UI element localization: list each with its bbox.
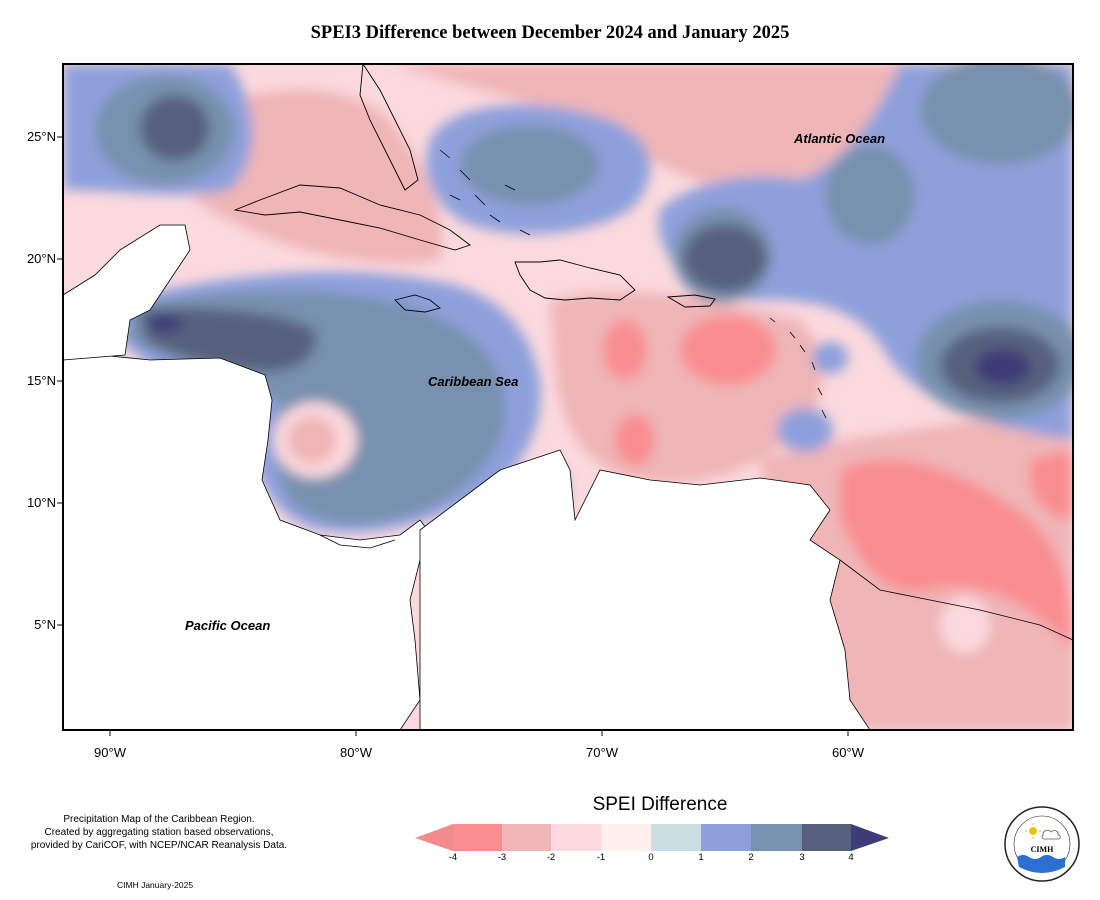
legend-swatch-pos3 bbox=[802, 824, 851, 851]
legend-tick: 2 bbox=[748, 852, 754, 863]
legend-swatch-zero-neg bbox=[601, 824, 651, 851]
source-note-line: provided by CariCOF, with NCEP/NCAR Rean… bbox=[30, 839, 288, 851]
lat-label-25n: 25°N bbox=[26, 129, 56, 144]
neg3-guianas-field bbox=[840, 459, 1073, 650]
panama-tail bbox=[319, 534, 396, 549]
logo-text: CIMH bbox=[1031, 845, 1054, 854]
legend-swatch-neg1 bbox=[551, 824, 601, 851]
pos-atlantic-max4 bbox=[975, 349, 1031, 385]
neg2-nicaragua-blob bbox=[287, 416, 337, 464]
lon-label-70w: 70°W bbox=[586, 745, 618, 760]
legend-tick: -4 bbox=[448, 852, 458, 863]
lat-label-20n: 20°N bbox=[26, 251, 56, 266]
wave-icon bbox=[1017, 855, 1065, 873]
caribbean-sea-label: Caribbean Sea bbox=[428, 374, 519, 389]
legend-tick: -1 bbox=[596, 852, 606, 863]
neg1-guiana-island bbox=[940, 597, 990, 653]
lon-label-60w: 60°W bbox=[832, 745, 864, 760]
map-frame bbox=[62, 63, 1074, 731]
legend-tick: -3 bbox=[497, 852, 507, 863]
legend-swatch-neg3 bbox=[453, 824, 502, 851]
legend-tick: 3 bbox=[799, 852, 805, 863]
pos-caribbean-max bbox=[147, 314, 183, 332]
pos-bahamas-core bbox=[460, 125, 600, 205]
legend-title: SPEI Difference bbox=[592, 794, 728, 815]
neg3-lesser-antilles-blob bbox=[680, 315, 776, 385]
central-america-land bbox=[63, 354, 436, 730]
axis-ticks bbox=[57, 136, 849, 736]
pos-atlantic-core2 bbox=[825, 145, 915, 245]
hispaniola-outline bbox=[514, 259, 636, 301]
legend-swatch-neg2 bbox=[502, 824, 551, 851]
legend-swatch-neg4 bbox=[415, 824, 453, 851]
neg3-east-field bbox=[1030, 451, 1073, 520]
pacific-ocean-label: Pacific Ocean bbox=[185, 618, 271, 633]
yucatan-land bbox=[63, 224, 191, 361]
lat-label-10n: 10°N bbox=[26, 495, 56, 510]
atlantic-ocean-label: Atlantic Ocean bbox=[794, 131, 886, 146]
pos-gulf-peak bbox=[140, 95, 210, 161]
credit-text: CIMH January-2025 bbox=[117, 880, 194, 890]
lesser-antilles-outline bbox=[769, 317, 827, 419]
legend-tick: 4 bbox=[848, 852, 854, 863]
source-note-line: Created by aggregating station based obs… bbox=[44, 826, 274, 838]
source-note-line: Precipitation Map of the Caribbean Regio… bbox=[63, 814, 255, 825]
legend-colorbar bbox=[415, 824, 889, 851]
cloud-icon bbox=[1041, 829, 1061, 840]
bahamas-outline bbox=[439, 149, 531, 236]
pos-caribbean-peak bbox=[140, 308, 316, 372]
legend-swatch-zero-pos bbox=[651, 824, 701, 851]
jamaica-outline bbox=[394, 294, 441, 313]
source-note: Precipitation Map of the Caribbean Regio… bbox=[0, 814, 318, 852]
lon-label-90w: 90°W bbox=[94, 745, 126, 760]
legend-swatch-pos2 bbox=[751, 824, 802, 851]
legend-tick: -2 bbox=[546, 852, 556, 863]
legend-tick: 0 bbox=[648, 852, 654, 863]
pos-trinidad-blob bbox=[777, 408, 833, 452]
lat-label-15n: 15°N bbox=[26, 373, 56, 388]
sun-rays bbox=[1025, 823, 1041, 839]
lon-label-80w: 80°W bbox=[340, 745, 372, 760]
lat-label-5n: 5°N bbox=[34, 617, 56, 632]
florida-outline bbox=[359, 64, 419, 191]
neg3-hispaniola-blob bbox=[603, 320, 647, 380]
sun-icon bbox=[1029, 827, 1037, 835]
puerto-rico-outline bbox=[666, 294, 716, 308]
neg3-venezuela-blob bbox=[615, 414, 655, 466]
cuba-outline bbox=[233, 184, 471, 251]
south-america-land bbox=[419, 449, 871, 730]
legend-swatch-pos1 bbox=[701, 824, 751, 851]
legend-swatch-pos4 bbox=[851, 824, 889, 851]
guianas-land-shade bbox=[839, 559, 1073, 641]
map-title: SPEI3 Difference between December 2024 a… bbox=[310, 23, 790, 43]
neg2-atlantic-field bbox=[390, 64, 900, 205]
pos-barbados-blob bbox=[812, 342, 848, 374]
pos-atlantic-peak3 bbox=[683, 224, 767, 292]
pos-atlantic-core1 bbox=[920, 64, 1073, 165]
legend-tick: 1 bbox=[698, 852, 704, 863]
cimh-logo: CIMH bbox=[1004, 806, 1080, 882]
